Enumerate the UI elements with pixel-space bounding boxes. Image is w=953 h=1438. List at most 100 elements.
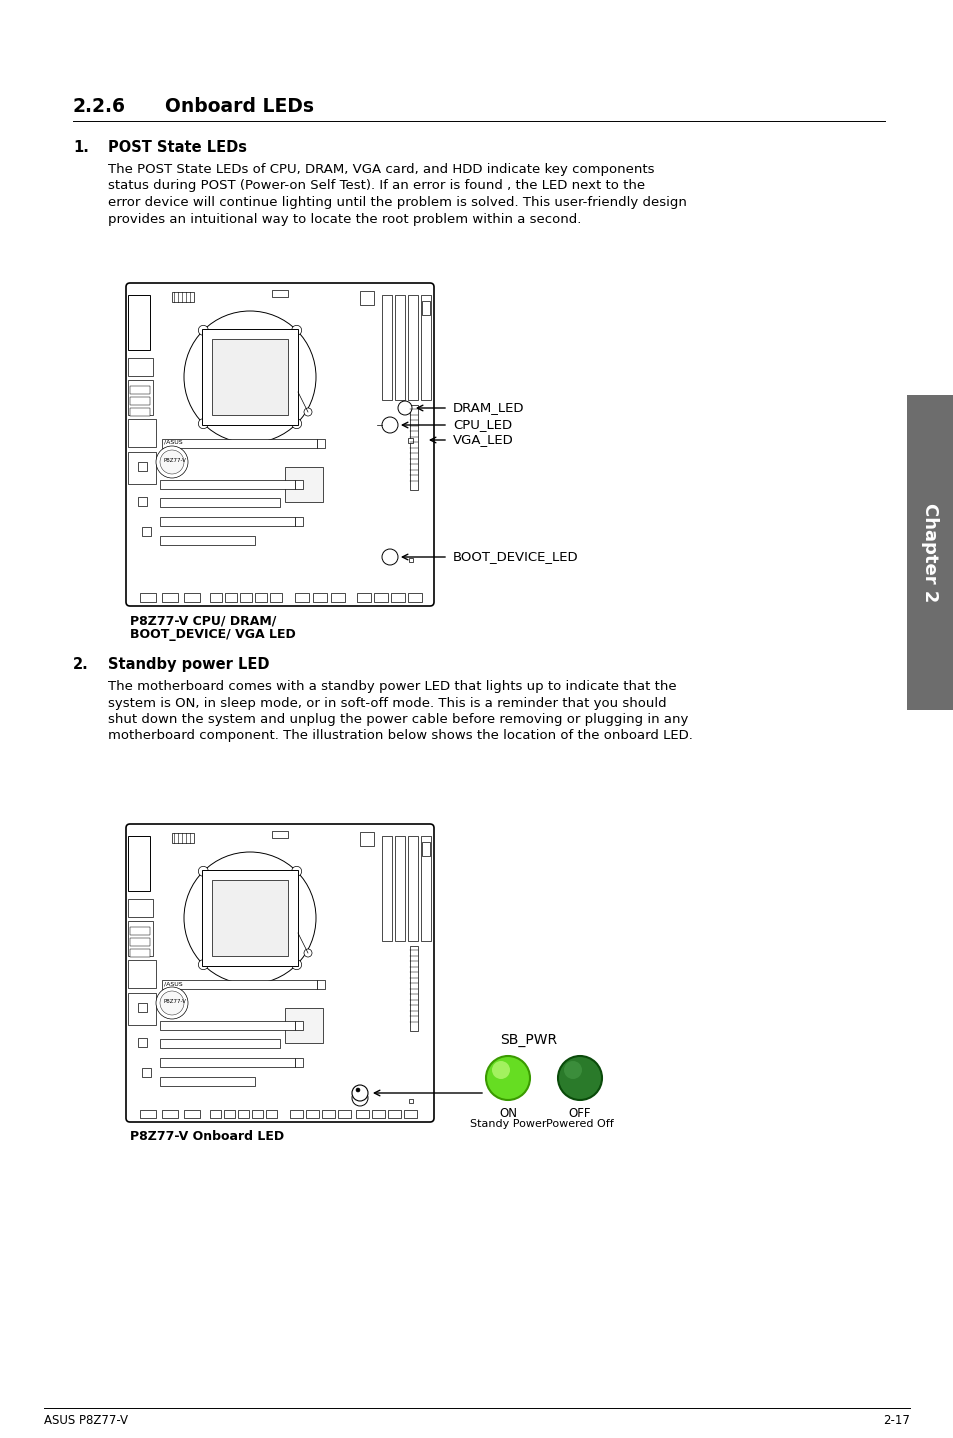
Circle shape [160, 991, 184, 1015]
Text: Onboard LEDs: Onboard LEDs [165, 96, 314, 116]
Bar [225, 592, 236, 603]
Text: motherboard component. The illustration below shows the location of the onboard : motherboard component. The illustration … [108, 729, 692, 742]
Bar [202, 870, 297, 966]
Bar [128, 899, 152, 917]
Bar [130, 949, 150, 958]
Bar [160, 1021, 294, 1030]
Bar [160, 536, 254, 545]
Bar [294, 1058, 303, 1067]
Text: SB_PWR: SB_PWR [499, 1032, 557, 1047]
Bar [381, 295, 392, 400]
Bar [421, 301, 430, 315]
Circle shape [198, 325, 208, 335]
Bar [160, 518, 294, 526]
Bar [162, 981, 316, 989]
Bar [212, 339, 288, 416]
Bar [224, 1110, 234, 1117]
Bar [410, 946, 417, 1031]
Circle shape [355, 1089, 359, 1091]
Bar [395, 835, 405, 940]
Circle shape [485, 1055, 530, 1100]
Text: provides an intuitional way to locate the root problem within a second.: provides an intuitional way to locate th… [108, 213, 580, 226]
Bar [294, 518, 303, 526]
Bar [316, 981, 325, 989]
Circle shape [381, 549, 397, 565]
Bar [130, 408, 150, 416]
Bar [142, 1068, 151, 1077]
Text: ASUS P8Z77-V: ASUS P8Z77-V [44, 1414, 128, 1426]
Text: Standy Power: Standy Power [469, 1119, 546, 1129]
Bar [272, 831, 288, 838]
Bar [290, 1110, 303, 1117]
Bar [322, 1110, 335, 1117]
Text: Chapter 2: Chapter 2 [921, 503, 939, 603]
Text: P8Z77-V: P8Z77-V [164, 457, 187, 463]
Bar [331, 592, 345, 603]
Bar [184, 592, 200, 603]
Bar [172, 292, 193, 302]
Circle shape [563, 1061, 581, 1078]
Circle shape [198, 418, 208, 429]
Bar [421, 843, 430, 856]
Circle shape [292, 418, 301, 429]
Text: 2-17: 2-17 [882, 1414, 909, 1426]
Bar [409, 558, 413, 562]
Text: OFF: OFF [568, 1107, 591, 1120]
Bar [138, 1002, 147, 1012]
Bar [356, 592, 371, 603]
Bar [128, 358, 152, 375]
Bar [138, 498, 147, 506]
Circle shape [492, 1061, 510, 1078]
Text: system is ON, in sleep mode, or in soft-off mode. This is a reminder that you sh: system is ON, in sleep mode, or in soft-… [108, 696, 666, 709]
Bar [409, 1099, 413, 1103]
Bar [162, 1110, 178, 1117]
Bar [138, 1038, 147, 1047]
Bar [128, 418, 156, 447]
Bar [142, 526, 151, 536]
Bar [372, 1110, 385, 1117]
Bar [270, 592, 282, 603]
Bar [130, 397, 150, 406]
Bar [212, 880, 288, 956]
Text: /ASUS: /ASUS [164, 981, 182, 986]
Bar [160, 498, 280, 508]
Bar [316, 439, 325, 449]
Bar [420, 835, 431, 940]
Circle shape [160, 450, 184, 475]
Bar [395, 295, 405, 400]
Circle shape [352, 1086, 368, 1102]
Bar [162, 592, 178, 603]
Bar [337, 1110, 351, 1117]
Text: P8Z77-V Onboard LED: P8Z77-V Onboard LED [130, 1130, 284, 1143]
Bar [294, 480, 303, 489]
Text: Powered Off: Powered Off [545, 1119, 613, 1129]
Bar [184, 1110, 200, 1117]
Bar [391, 592, 405, 603]
Circle shape [558, 1055, 601, 1100]
Bar [128, 835, 150, 892]
Bar [202, 329, 297, 426]
Bar [285, 1008, 323, 1043]
Bar [128, 961, 156, 988]
Bar [906, 395, 953, 710]
Bar [266, 1110, 276, 1117]
Text: The motherboard comes with a standby power LED that lights up to indicate that t: The motherboard comes with a standby pow… [108, 680, 676, 693]
Bar [130, 938, 150, 946]
Text: P8Z77-V: P8Z77-V [164, 999, 187, 1004]
Circle shape [292, 325, 301, 335]
Text: POST State LEDs: POST State LEDs [108, 139, 247, 155]
Circle shape [381, 417, 397, 433]
Bar [210, 592, 222, 603]
Bar [237, 1110, 249, 1117]
Circle shape [304, 949, 312, 958]
Bar [210, 1110, 221, 1117]
Bar [306, 1110, 318, 1117]
Text: ON: ON [498, 1107, 517, 1120]
Bar [388, 1110, 400, 1117]
Bar [408, 835, 417, 940]
Bar [252, 1110, 263, 1117]
Text: /ASUS: /ASUS [164, 440, 182, 444]
Bar [160, 480, 294, 489]
Bar [138, 462, 147, 472]
Bar [172, 833, 193, 843]
